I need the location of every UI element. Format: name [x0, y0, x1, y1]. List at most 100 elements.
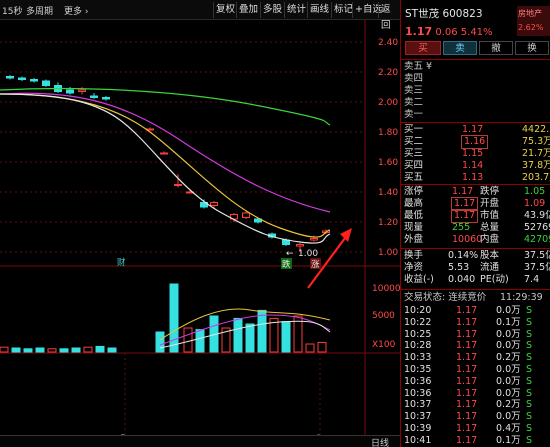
volume-bar-down [245, 323, 255, 353]
overlay-button[interactable]: 叠加 [236, 2, 260, 18]
adjust-button[interactable]: 复权 [213, 2, 237, 18]
daily-line-button[interactable]: 日线 [371, 439, 390, 447]
tick-volume: 0.1万 [496, 434, 521, 446]
volume-bars [0, 283, 327, 353]
stock-title: ST世茂 600823 [405, 6, 483, 21]
tick-price: 1.17 [456, 316, 478, 328]
x-label-5: 5 [120, 434, 126, 435]
stat-value: 0.040 [448, 274, 476, 285]
mark-button[interactable]: 标记 [331, 2, 355, 18]
stat-row: 涨停 1.17 跌停 1.05 [404, 186, 550, 198]
candle-down [254, 218, 262, 223]
tick-direction: S [526, 305, 533, 316]
swap-button[interactable]: 换 [515, 41, 549, 55]
candle-down [18, 77, 26, 80]
tick-direction: S [526, 352, 533, 364]
tick-time: 10:37 [404, 399, 432, 411]
stat-label: 开盘 [480, 198, 500, 209]
stat-row: 换手 0.14% 股本 37.5亿 [404, 250, 550, 262]
price-change: 0.06 [435, 27, 458, 38]
sell-button[interactable]: 卖 [443, 41, 477, 55]
annotation-arrow [307, 233, 349, 289]
price-tick-label: 1.00 [378, 248, 398, 258]
stock-code: 600823 [442, 8, 483, 20]
buy-level-3[interactable]: 买三 1.15 21.7万 [404, 148, 550, 160]
tick-volume: 0.2万 [496, 352, 521, 364]
sell-level-1[interactable]: 卖一 [404, 109, 424, 120]
volume-bar-up [47, 348, 57, 353]
sell-level-2[interactable]: 卖二 [404, 97, 424, 108]
sell-level-3[interactable]: 卖三 [404, 85, 424, 96]
buy-button[interactable]: 买 [405, 41, 441, 55]
kline-chart[interactable]: 2.40 2.20 2.00 1.80 1.60 1.40 1.20 1.00 10000 50… [0, 20, 400, 435]
candle-down [90, 95, 98, 98]
candle-up [160, 152, 168, 155]
sector-tag[interactable]: 房地产 2.62% [517, 6, 550, 36]
price-tick-label: 2.20 [378, 68, 398, 78]
tick-volume: 0.0万 [496, 328, 521, 340]
tick-price: 1.17 [456, 399, 478, 411]
buy-level-volume: 75.3万 [522, 136, 550, 147]
buy-level-label: 买三 [404, 148, 424, 159]
buy-level-volume: 203.7万 [522, 172, 550, 183]
tick-price: 1.17 [456, 375, 478, 387]
stat-label: 净资 [404, 262, 424, 273]
candle-up [210, 202, 218, 206]
buy-level-5[interactable]: 买五 1.13 203.7万 [404, 172, 550, 184]
tick-price: 1.17 [456, 364, 478, 375]
sector-pct: 2.62% [518, 23, 544, 32]
tick-time: 10:28 [404, 340, 432, 352]
tick-volume: 0.0万 [496, 375, 521, 387]
period-15s[interactable]: 15秒 [2, 7, 23, 17]
candle-down [102, 97, 110, 100]
tag-zhang[interactable]: 涨 [311, 259, 320, 270]
price-change-pct: 5.41% [460, 27, 493, 38]
separator [401, 289, 550, 290]
candle-up [242, 212, 250, 218]
stat-label: 最低 [404, 210, 424, 221]
multi-stock-button[interactable]: 多股 [260, 2, 284, 18]
tick-row: 10:20 1.17 0.0万 S [404, 305, 550, 317]
stat-label: 换手 [404, 250, 424, 261]
volume-bar-down [281, 321, 291, 353]
tick-direction: S [526, 411, 533, 423]
volume-bar-down [35, 347, 45, 353]
stat-label: 跌停 [480, 186, 500, 197]
volume-bar-down [155, 331, 165, 353]
volume-ma-10-line [159, 314, 331, 346]
arrow-marker: ← [286, 249, 294, 259]
more-menu[interactable]: 更多 › [64, 7, 89, 17]
tag-die[interactable]: 跌 [282, 259, 291, 270]
tick-price: 1.17 [456, 423, 478, 434]
buy-level-4[interactable]: 买四 1.14 37.8万 [404, 160, 550, 172]
tick-direction: S [526, 316, 533, 328]
volume-bar-down [11, 347, 21, 353]
stat-value: 1.05 [524, 186, 546, 197]
stock-name: ST世茂 [405, 8, 440, 20]
stock-price-line: 1.17 0.06 5.41% [405, 25, 493, 38]
tick-direction: S [526, 340, 533, 352]
stats-button[interactable]: 统计 [284, 2, 308, 18]
tick-row: 10:36 1.17 0.0万 S [404, 388, 550, 400]
tag-cai[interactable]: 财 [117, 257, 126, 268]
buy-level-2[interactable]: 买二 1.16 75.3万 [404, 135, 550, 149]
sell-level-5[interactable]: 卖五 ¥ [404, 61, 433, 72]
back-button[interactable]: 返回 [378, 2, 400, 31]
price-axis-labels: 2.40 2.20 2.00 1.80 1.60 1.40 1.20 1.00 [378, 38, 398, 258]
tick-row: 10:22 1.17 0.1万 S [404, 317, 550, 329]
tick-price: 1.17 [456, 434, 478, 446]
cancel-order-button[interactable]: 撤 [479, 41, 513, 55]
add-watchlist-button[interactable]: +自选 [352, 2, 384, 18]
tick-volume: 0.0万 [496, 364, 521, 375]
candle-down [66, 89, 74, 94]
ma-10-line [0, 93, 331, 244]
multi-period-menu[interactable]: 多周期 [26, 7, 54, 17]
sell-level-4[interactable]: 卖四 [404, 73, 424, 84]
draw-line-button[interactable]: 画线 [307, 2, 331, 18]
tick-price: 1.17 [456, 328, 478, 340]
annotation-arrow-head [340, 228, 352, 242]
candle-down [6, 76, 14, 79]
volume-bar-up [293, 315, 303, 353]
buy-level-1[interactable]: 买一 1.17 4422.3万 [404, 124, 550, 136]
